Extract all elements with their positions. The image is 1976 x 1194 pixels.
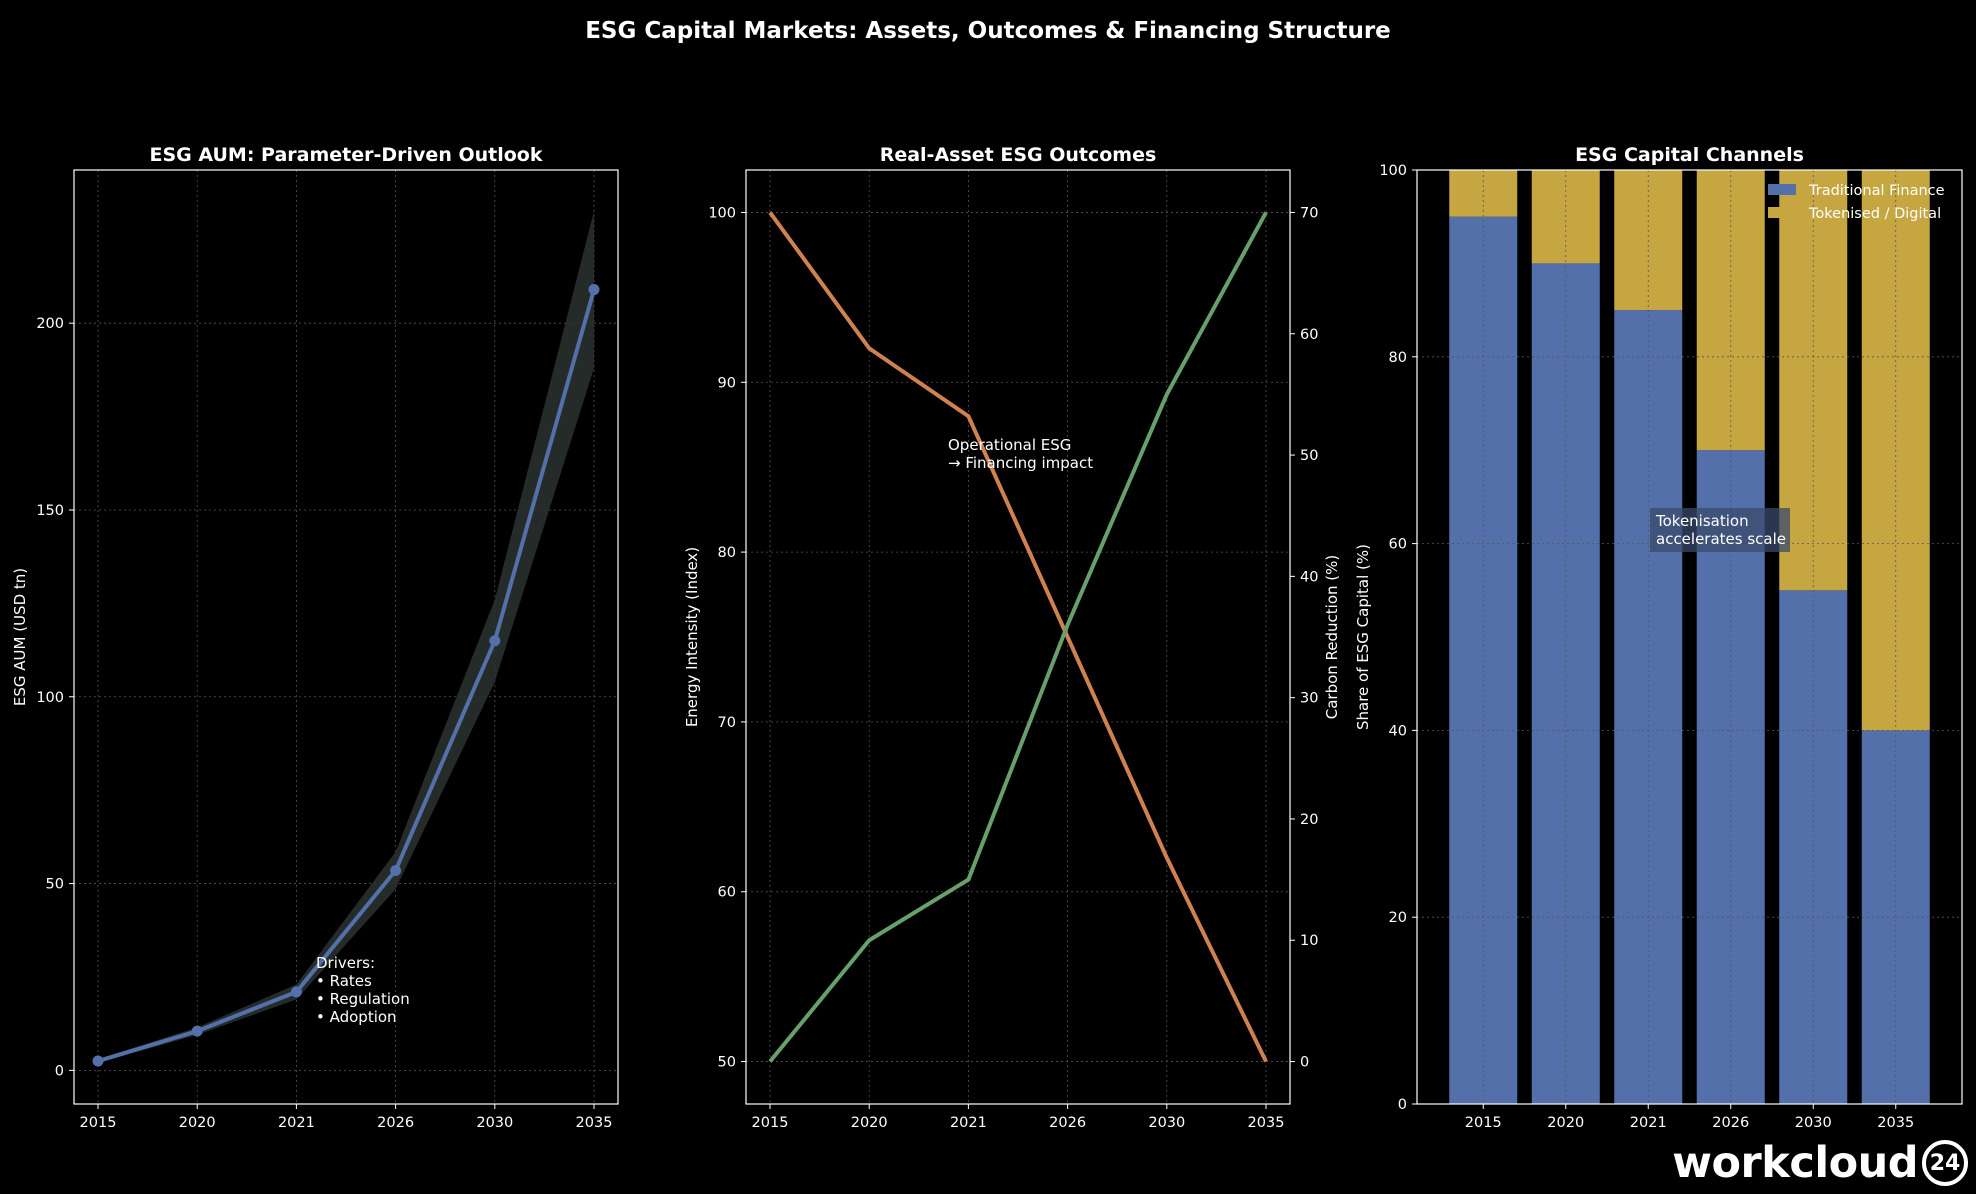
y-tick-label-2: 100 (708, 205, 736, 221)
y-right-tick-label-2: 40 (1300, 569, 1318, 585)
x-tick-label-1: 2015 (80, 1115, 117, 1131)
legend: Traditional Finance Tokenised / Digital (1768, 183, 1945, 222)
x-tick-label-2: 2026 (1049, 1115, 1086, 1131)
tokenisation-annotation-line: accelerates scale (1656, 530, 1786, 548)
tokenisation-annotation: Tokenisation accelerates scale (1655, 512, 1786, 548)
figure-title: ESG Capital Markets: Assets, Outcomes & … (585, 18, 1391, 44)
operational-esg-annotation: Operational ESG → Financing impact (948, 436, 1093, 472)
x-tick-label-2: 2020 (851, 1115, 888, 1131)
y-tick-label-3: 20 (1389, 910, 1407, 926)
x-tick-label-2: 2030 (1148, 1115, 1185, 1131)
y-tick-label-2: 60 (718, 885, 736, 901)
operational-esg-annotation-line: Operational ESG (948, 436, 1071, 454)
aum-data-point (191, 1025, 203, 1037)
drivers-annotation-line: • Rates (316, 972, 372, 990)
workcloud-logo: workcloud 24 (1672, 1138, 1968, 1188)
x-tick-label-1: 2030 (476, 1115, 513, 1131)
x-tick-label-2: 2021 (950, 1115, 987, 1131)
x-tick-label-3: 2030 (1795, 1115, 1832, 1131)
y-right-tick-label-2: 70 (1300, 205, 1318, 221)
legend-label: Traditional Finance (1808, 183, 1945, 199)
logo-24-mark: 24 (1922, 1140, 1968, 1186)
x-tick-label-1: 2035 (576, 1115, 613, 1131)
traditional-finance-bar (1614, 310, 1683, 1105)
x-tick-label-3: 2035 (1877, 1115, 1914, 1131)
y-right-tick-label-2: 20 (1300, 812, 1318, 828)
y-tick-label-3: 40 (1389, 723, 1407, 739)
y-axis-right-label-2: Carbon Reduction (%) (1323, 555, 1341, 720)
operational-esg-annotation-line: → Financing impact (948, 454, 1093, 472)
traditional-finance-bar (1531, 263, 1600, 1104)
carbon-reduction-line (768, 211, 1268, 1063)
y-right-tick-label-2: 30 (1300, 691, 1318, 707)
drivers-annotation-line: • Adoption (316, 1008, 397, 1026)
y-right-tick-label-2: 60 (1300, 327, 1318, 343)
y-axis-label-1: ESG AUM (USD tn) (11, 568, 29, 706)
aum-data-point (588, 284, 600, 296)
panel-esg-aum: 0 50 100 150 200 2015 2020 2021 2026 2030 2035 Driv… (11, 144, 619, 1131)
panel-title-1: ESG AUM: Parameter-Driven Outlook (150, 144, 543, 166)
panel-capital-channels: 0 20 40 60 80 100 2015 2020 2021 2026 2030 2035 Toke… (1354, 144, 1963, 1131)
y-tick-label-1: 200 (36, 316, 64, 332)
x-tick-label-3: 2026 (1712, 1115, 1749, 1131)
axes-frame-1 (73, 169, 619, 1105)
logo-wordmark: workcloud (1672, 1138, 1918, 1188)
x-tick-label-3: 2021 (1630, 1115, 1667, 1131)
aum-data-point (92, 1055, 104, 1067)
x-tick-label-1: 2020 (179, 1115, 216, 1131)
legend-swatch (1768, 184, 1796, 195)
y-tick-label-2: 70 (718, 715, 736, 731)
energy-intensity-line (768, 211, 1268, 1063)
aum-series-line (97, 289, 596, 1063)
tokenised-digital-bar (1449, 170, 1518, 217)
y-right-tick-label-2: 10 (1300, 933, 1318, 949)
y-tick-label-1: 0 (55, 1063, 64, 1079)
y-tick-label-3: 60 (1389, 537, 1407, 553)
aum-data-point (290, 986, 302, 998)
y-tick-label-1: 50 (46, 877, 64, 893)
panel-title-2: Real-Asset ESG Outcomes (880, 144, 1157, 166)
y-right-tick-label-2: 50 (1300, 448, 1318, 464)
y-tick-label-1: 150 (36, 503, 64, 519)
y-right-tick-label-2: 0 (1300, 1055, 1309, 1071)
y-tick-label-3: 80 (1389, 350, 1407, 366)
legend-swatch (1768, 207, 1796, 218)
aum-data-point (390, 865, 402, 876)
aum-data-point (489, 635, 501, 647)
y-tick-label-2: 80 (718, 545, 736, 561)
tokenisation-annotation-line: Tokenisation (1655, 512, 1749, 530)
drivers-annotation-line: Drivers: (316, 954, 375, 972)
legend-label: Tokenised / Digital (1808, 206, 1941, 222)
y-tick-label-1: 100 (36, 690, 64, 706)
y-tick-label-2: 90 (718, 375, 736, 391)
y-axis-label-3: Share of ESG Capital (%) (1354, 544, 1372, 730)
axes-frame-2 (745, 169, 1291, 1105)
y-tick-label-2: 50 (718, 1055, 736, 1071)
x-tick-label-1: 2021 (278, 1115, 315, 1131)
drivers-annotation-line: • Regulation (316, 990, 410, 1008)
axes-frame-3 (1416, 169, 1963, 1105)
x-tick-label-3: 2020 (1547, 1115, 1584, 1131)
tokenisation-annotation-box (1650, 508, 1790, 552)
y-axis-label-2: Energy Intensity (Index) (683, 547, 701, 727)
x-tick-label-2: 2035 (1248, 1115, 1285, 1131)
x-tick-label-2: 2015 (752, 1115, 789, 1131)
x-tick-label-1: 2026 (377, 1115, 414, 1131)
drivers-annotation: Drivers: • Rates • Regulation • Adoption (316, 954, 410, 1026)
y-tick-label-3: 0 (1398, 1097, 1407, 1113)
x-tick-label-3: 2015 (1465, 1115, 1502, 1131)
y-tick-label-3: 100 (1379, 163, 1407, 179)
panel-title-3: ESG Capital Channels (1575, 144, 1804, 166)
